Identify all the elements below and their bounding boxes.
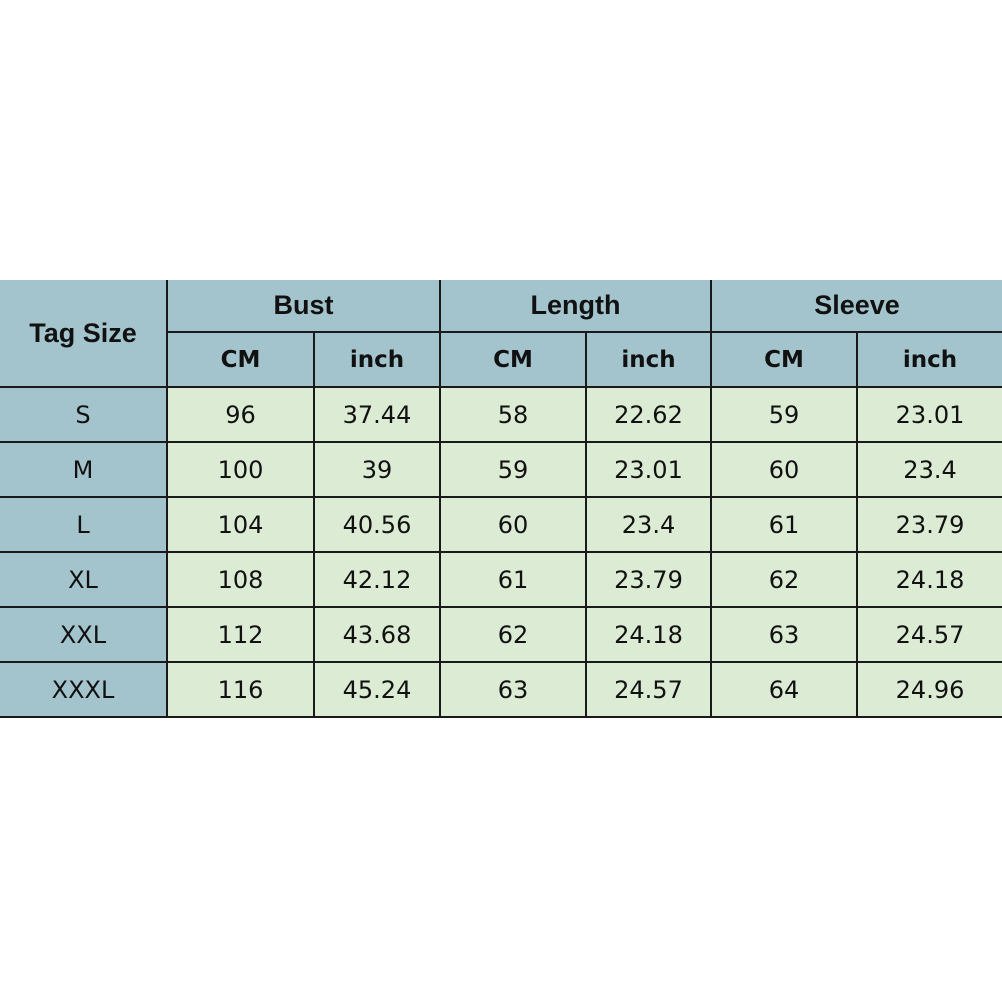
value-cell: 23.01 [856, 386, 1002, 443]
value-cell: 59 [710, 386, 859, 443]
size-cell: XXL [0, 606, 168, 663]
value-cell: 39 [313, 441, 441, 498]
value-cell: 24.18 [856, 551, 1002, 608]
value-cell: 64 [710, 661, 859, 718]
size-cell: S [0, 386, 168, 443]
value-cell: 23.79 [584, 551, 713, 608]
value-cell: 23.79 [856, 496, 1002, 553]
unit-header: inch [313, 331, 441, 388]
value-cell: 112 [166, 606, 315, 663]
table-row: XL 108 42.12 61 23.79 62 24.18 [0, 551, 1002, 608]
value-cell: 23.4 [584, 496, 713, 553]
size-cell: L [0, 496, 168, 553]
value-cell: 23.01 [584, 441, 713, 498]
value-cell: 24.57 [856, 606, 1002, 663]
value-cell: 96 [166, 386, 315, 443]
bust-header: Bust [166, 280, 441, 333]
sleeve-header: Sleeve [710, 280, 1002, 333]
table-row: M 100 39 59 23.01 60 23.4 [0, 441, 1002, 498]
size-cell: XL [0, 551, 168, 608]
value-cell: 37.44 [313, 386, 441, 443]
value-cell: 62 [439, 606, 587, 663]
value-cell: 62 [710, 551, 859, 608]
value-cell: 108 [166, 551, 315, 608]
size-table: Tag Size Bust Length Sleeve CM inch CM i… [0, 280, 1002, 718]
length-header: Length [438, 280, 713, 333]
table-row: XXXL 116 45.24 63 24.57 64 24.96 [0, 661, 1002, 718]
value-cell: 104 [166, 496, 315, 553]
unit-header: inch [856, 331, 1002, 388]
table-row: S 96 37.44 58 22.62 59 23.01 [0, 386, 1002, 443]
unit-header: CM [439, 331, 587, 388]
unit-header: CM [167, 331, 315, 388]
value-cell: 23.4 [856, 441, 1002, 498]
value-cell: 61 [710, 496, 859, 553]
value-cell: 60 [439, 496, 587, 553]
size-cell: XXXL [0, 661, 168, 718]
value-cell: 24.57 [584, 661, 713, 718]
value-cell: 63 [439, 661, 587, 718]
value-cell: 43.68 [313, 606, 441, 663]
value-cell: 100 [166, 441, 315, 498]
table-row: L 104 40.56 60 23.4 61 23.79 [0, 496, 1002, 553]
size-cell: M [0, 441, 168, 498]
value-cell: 24.18 [584, 606, 713, 663]
tag-size-header: Tag Size [0, 280, 168, 388]
unit-header: CM [710, 331, 859, 388]
value-cell: 22.62 [584, 386, 713, 443]
table-row: XXL 112 43.68 62 24.18 63 24.57 [0, 606, 1002, 663]
value-cell: 60 [710, 441, 859, 498]
value-cell: 45.24 [313, 661, 441, 718]
unit-header: inch [584, 331, 713, 388]
value-cell: 42.12 [313, 551, 441, 608]
value-cell: 116 [166, 661, 315, 718]
value-cell: 61 [439, 551, 587, 608]
value-cell: 40.56 [313, 496, 441, 553]
value-cell: 59 [439, 441, 587, 498]
value-cell: 58 [439, 386, 587, 443]
value-cell: 24.96 [856, 661, 1002, 718]
size-chart: Tag Size Bust Length Sleeve CM inch CM i… [0, 280, 1002, 718]
value-cell: 63 [710, 606, 859, 663]
